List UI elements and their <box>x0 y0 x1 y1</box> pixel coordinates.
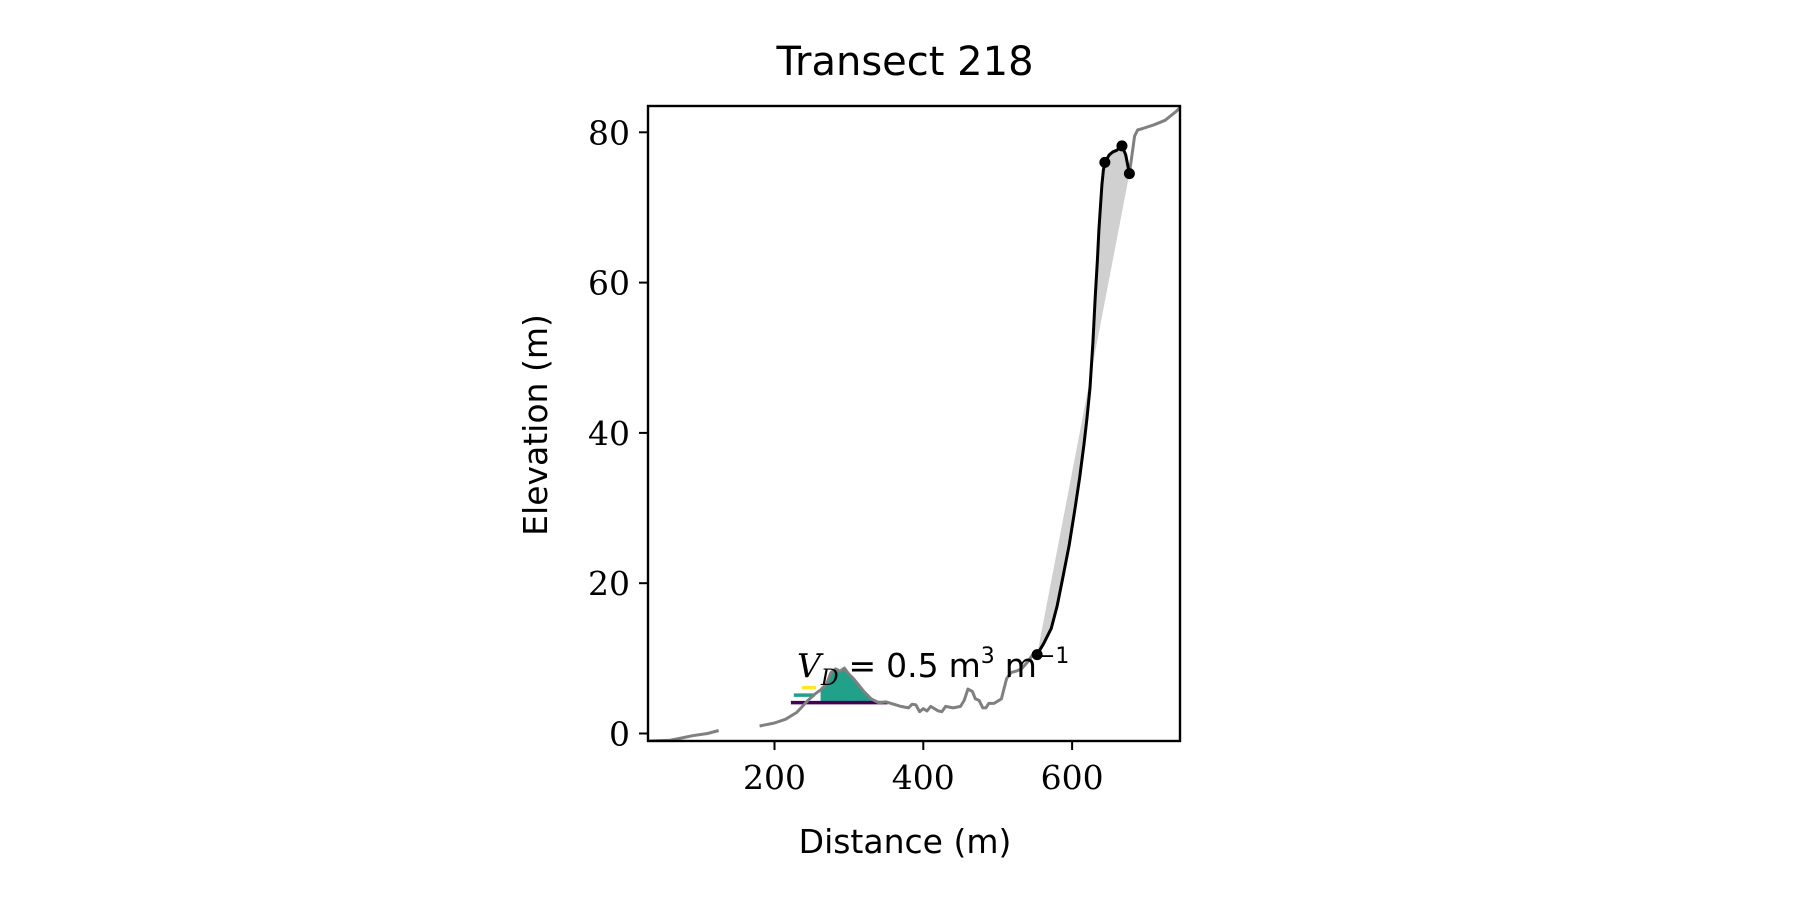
dune-volume-fill <box>820 668 887 703</box>
x-tick-label: 200 <box>743 758 806 797</box>
annotation-symbol: V <box>797 646 824 685</box>
x-tick-label: 600 <box>1041 758 1104 797</box>
annotation-unit-m2: m <box>1005 646 1037 685</box>
y-tick-label: 60 <box>588 264 630 303</box>
cliff-marker-2 <box>1116 140 1128 152</box>
y-axis-label: Elevation (m) <box>516 314 555 536</box>
annotation-subscript: D <box>820 666 839 691</box>
annotation-value: 0.5 <box>886 646 938 685</box>
profile-segment-1-line <box>648 729 720 741</box>
y-tick-label: 80 <box>588 113 630 152</box>
y-tick-label: 40 <box>588 414 630 453</box>
annotation-equals: = <box>848 646 876 685</box>
plot-frame <box>646 104 1182 743</box>
axis-ticks: 200 400 600 0 20 40 60 80 <box>588 113 1104 797</box>
y-tick-label: 20 <box>588 564 630 603</box>
volume-annotation: VD = 0.5 m3 m−1 <box>797 644 1069 691</box>
cliff-marker-1 <box>1099 156 1111 168</box>
cliff-marker-3 <box>1123 168 1135 180</box>
cliff-marker-0 <box>1031 649 1043 661</box>
annotation-unit-exp2: −1 <box>1037 644 1069 669</box>
cliff-area-fill <box>1037 145 1130 655</box>
x-axis-label: Distance (m) <box>799 822 1012 861</box>
annotation-unit-exp: 3 <box>981 644 995 669</box>
profile-segment-2-line <box>759 652 1038 728</box>
chart-title: Transect 218 <box>775 39 1033 85</box>
annotation-unit-m: m <box>949 646 981 685</box>
y-tick-label: 0 <box>609 714 630 753</box>
cliff-profile-line <box>1035 144 1131 656</box>
profile-top-line <box>1127 106 1180 174</box>
plot-area <box>648 106 1180 741</box>
x-tick-label: 400 <box>892 758 955 797</box>
